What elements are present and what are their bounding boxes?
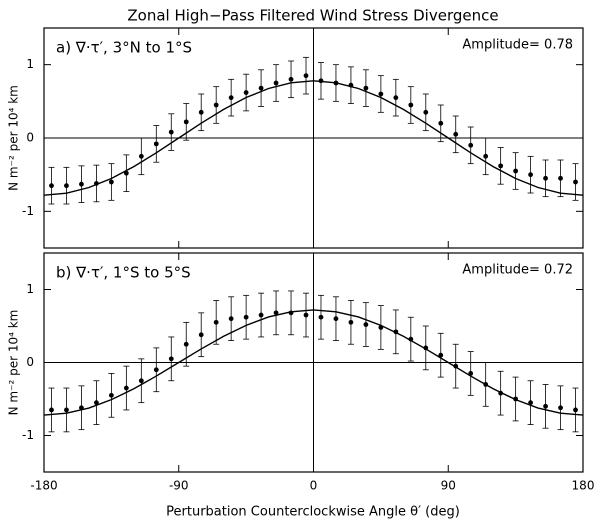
data-point	[513, 396, 519, 402]
x-tick-label: -90	[169, 479, 189, 493]
data-point	[543, 175, 548, 181]
amplitude-annotation: Amplitude= 0.72	[462, 263, 573, 278]
y-tick-label: -1	[22, 204, 34, 218]
data-point	[79, 405, 84, 411]
data-point	[498, 163, 504, 169]
x-tick-label: 180	[572, 479, 595, 493]
y-tick-label: 1	[26, 282, 34, 296]
data-point	[423, 345, 429, 351]
data-point	[393, 95, 399, 101]
data-point	[228, 95, 234, 101]
data-point	[498, 390, 504, 396]
data-point	[543, 403, 548, 409]
data-point	[558, 405, 563, 411]
data-point	[318, 78, 324, 84]
data-point	[348, 319, 354, 325]
x-tick-label: -180	[30, 479, 57, 493]
data-point	[108, 179, 114, 185]
data-point	[528, 400, 533, 406]
x-axis-label: Perturbation Counterclockwise Angle θ′ (…	[166, 505, 460, 520]
data-point	[168, 129, 174, 135]
data-point	[49, 183, 54, 189]
data-point	[258, 312, 264, 318]
fit-curve	[43, 309, 584, 416]
data-point	[183, 341, 189, 347]
amplitude-annotation: Amplitude= 0.78	[462, 38, 573, 53]
data-point	[333, 316, 339, 322]
data-point	[64, 407, 69, 413]
data-point	[138, 153, 144, 159]
data-point	[423, 109, 429, 115]
data-point	[333, 80, 339, 86]
data-point	[243, 90, 249, 95]
data-point	[363, 85, 369, 91]
data-point	[513, 168, 519, 174]
data-point	[138, 378, 144, 384]
data-point	[573, 179, 578, 185]
data-point	[318, 314, 324, 320]
data-point	[94, 181, 99, 186]
data-point	[378, 325, 384, 330]
figure-title: Zonal High−Pass Filtered Wind Stress Div…	[127, 7, 498, 25]
data-point	[378, 91, 384, 97]
data-point	[79, 181, 84, 187]
data-point	[558, 175, 563, 181]
data-point	[228, 316, 234, 322]
data-point	[408, 102, 414, 108]
data-point	[94, 400, 99, 406]
data-point	[288, 310, 294, 316]
data-point	[438, 352, 444, 358]
data-point	[49, 407, 54, 413]
data-point	[468, 371, 474, 376]
data-point	[483, 153, 489, 159]
data-point	[213, 319, 219, 325]
y-tick-label: 0	[26, 355, 34, 369]
data-point	[123, 170, 129, 176]
fit-curve	[43, 80, 584, 196]
data-point	[243, 314, 249, 320]
data-point	[273, 310, 279, 316]
y-tick-label: -1	[22, 428, 34, 442]
panel-label: b) ∇·τ′, 1°S to 5°S	[56, 264, 191, 282]
data-point	[438, 120, 444, 126]
data-point	[153, 367, 159, 373]
data-point	[64, 183, 69, 189]
y-tick-label: 1	[26, 57, 34, 71]
data-point	[453, 131, 459, 137]
data-point	[573, 407, 578, 413]
data-point	[393, 329, 399, 335]
data-point	[168, 356, 174, 362]
data-point	[303, 312, 309, 318]
data-point	[363, 322, 369, 327]
data-point	[408, 336, 414, 342]
data-point	[453, 363, 459, 369]
panel: -1 0 1 -180 -90 0 90 180 N m⁻² per 10⁴ km b) ∇·τ′…	[7, 252, 595, 493]
y-axis-label: N m⁻² per 10⁴ km	[7, 310, 21, 416]
data-point	[153, 141, 159, 147]
data-point	[303, 73, 309, 79]
data-point	[258, 85, 264, 91]
data-point	[468, 142, 474, 148]
data-point	[213, 102, 219, 108]
y-axis-label: N m⁻² per 10⁴ km	[7, 85, 21, 191]
y-tick-label: 0	[26, 131, 34, 145]
data-point	[288, 76, 294, 82]
panel: -1 0 1 N m⁻² per 10⁴ km a) ∇·τ′, 3°N to 1°S A…	[7, 27, 584, 249]
x-tick-label: 90	[441, 479, 456, 493]
panel-label: a) ∇·τ′, 3°N to 1°S	[56, 39, 192, 57]
data-point	[183, 119, 189, 125]
data-point	[528, 172, 533, 178]
data-point	[273, 80, 279, 86]
data-point	[123, 385, 129, 391]
data-point	[348, 82, 354, 88]
data-point	[198, 332, 204, 338]
data-point	[108, 392, 114, 398]
data-point	[198, 109, 204, 115]
data-point	[483, 382, 489, 387]
x-tick-label: 0	[310, 479, 318, 493]
